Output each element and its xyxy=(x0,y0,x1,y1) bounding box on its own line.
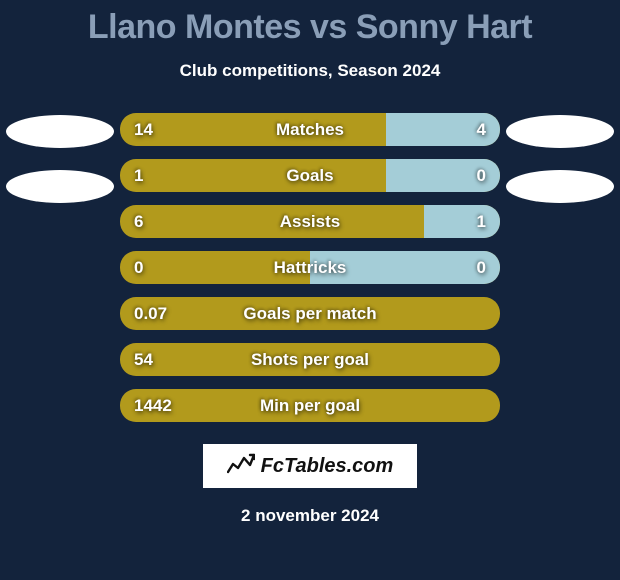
player2-flag-ellipse xyxy=(506,115,614,148)
player1-value: 1442 xyxy=(134,389,172,422)
page-title: Llano Montes vs Sonny Hart xyxy=(88,8,532,47)
player2-segment xyxy=(386,113,500,146)
stat-label: Goals per match xyxy=(120,297,500,330)
player2-side xyxy=(500,113,620,225)
player1-value: 0 xyxy=(134,251,143,284)
player1-value: 14 xyxy=(134,113,153,146)
stat-row: Min per goal1442 xyxy=(120,389,500,422)
player2-segment xyxy=(424,205,500,238)
player1-value: 54 xyxy=(134,343,153,376)
stat-row: Shots per goal54 xyxy=(120,343,500,376)
player1-side xyxy=(0,113,120,225)
stat-row: Assists61 xyxy=(120,205,500,238)
stat-row: Hattricks00 xyxy=(120,251,500,284)
date-label: 2 november 2024 xyxy=(241,506,379,526)
stat-label: Shots per goal xyxy=(120,343,500,376)
player2-segment xyxy=(310,251,500,284)
player2-club-ellipse xyxy=(506,170,614,203)
brand-badge: FcTables.com xyxy=(203,444,418,488)
stat-label: Min per goal xyxy=(120,389,500,422)
stat-row: Goals10 xyxy=(120,159,500,192)
stat-row: Goals per match0.07 xyxy=(120,297,500,330)
player1-club-ellipse xyxy=(6,170,114,203)
brand-icon xyxy=(227,452,255,480)
brand-text: FcTables.com xyxy=(261,455,394,478)
comparison-chart: Matches144 Goals10 Assists61 Hattricks00 Goa… xyxy=(0,113,620,422)
player2-segment xyxy=(386,159,500,192)
subtitle: Club competitions, Season 2024 xyxy=(180,61,441,81)
player1-value: 1 xyxy=(134,159,143,192)
stat-row: Matches144 xyxy=(120,113,500,146)
player1-value: 6 xyxy=(134,205,143,238)
stat-bars: Matches144 Goals10 Assists61 Hattricks00 Goa… xyxy=(120,113,500,422)
player1-flag-ellipse xyxy=(6,115,114,148)
player1-value: 0.07 xyxy=(134,297,167,330)
